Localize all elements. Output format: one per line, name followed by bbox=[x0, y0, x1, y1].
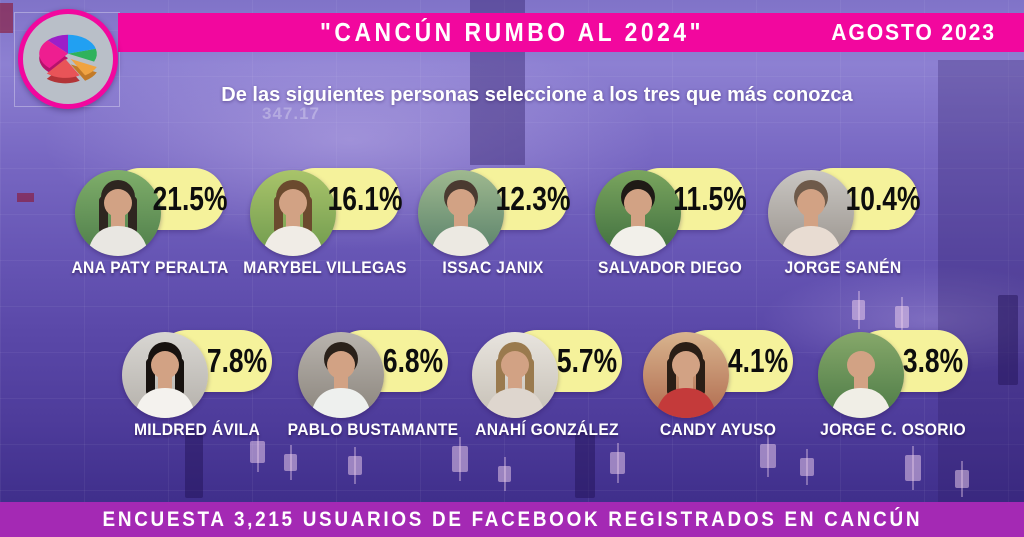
percentage-value: 21.5% bbox=[152, 180, 228, 217]
person-silhouette-icon bbox=[262, 180, 324, 256]
question-text: De las siguientes personas seleccione a … bbox=[221, 84, 853, 106]
person-photo-avatar bbox=[122, 332, 208, 418]
person-card: 10.4% JORGE SANÉN bbox=[768, 168, 921, 278]
person-silhouette-icon bbox=[134, 342, 196, 418]
candlestick-decoration bbox=[905, 446, 921, 490]
person-photo-avatar bbox=[643, 332, 729, 418]
bar-decoration bbox=[575, 430, 595, 498]
person-card: 7.8% MILDRED ÁVILA bbox=[122, 330, 272, 440]
background-column bbox=[938, 60, 1024, 537]
footer-banner: ENCUESTA 3,215 USUARIOS DE FACEBOOK REGI… bbox=[0, 502, 1024, 537]
person-name: MARYBEL VILLEGAS bbox=[243, 258, 407, 277]
pie-chart-logo bbox=[18, 9, 118, 109]
footer-text: ENCUESTA 3,215 USUARIOS DE FACEBOOK REGI… bbox=[102, 507, 922, 531]
person-card: 4.1% CANDY AYUSO bbox=[643, 330, 793, 440]
person-photo-avatar bbox=[418, 170, 504, 256]
person-silhouette-icon bbox=[830, 351, 892, 418]
person-card: 11.5% SALVADOR DIEGO bbox=[595, 168, 747, 278]
candlestick-decoration bbox=[348, 447, 362, 484]
person-photo-avatar bbox=[595, 170, 681, 256]
bar-decoration bbox=[185, 428, 203, 498]
page-title: "CANCÚN RUMBO AL 2024" bbox=[320, 17, 704, 47]
person-card: 12.3% ISSAC JANIX bbox=[418, 168, 571, 278]
candlestick-decoration bbox=[852, 291, 865, 329]
person-card: 3.8% JORGE C. OSORIO bbox=[818, 330, 968, 440]
percentage-value: 7.8% bbox=[206, 342, 268, 379]
candlestick-decoration bbox=[498, 457, 511, 491]
person-name: JORGE C. OSORIO bbox=[820, 420, 966, 439]
candlestick-decoration bbox=[250, 432, 265, 472]
person-silhouette-icon bbox=[655, 342, 717, 418]
person-photo-avatar bbox=[818, 332, 904, 418]
person-name: ANA PATY PERALTA bbox=[71, 258, 229, 277]
person-name: CANDY AYUSO bbox=[659, 420, 777, 439]
person-photo-avatar bbox=[472, 332, 558, 418]
candlestick-decoration bbox=[452, 437, 468, 481]
percentage-value: 16.1% bbox=[327, 180, 403, 217]
person-silhouette-icon bbox=[607, 180, 669, 256]
candlestick-decoration bbox=[760, 435, 776, 477]
pie-chart-icon bbox=[39, 34, 97, 84]
background-red-block bbox=[0, 3, 13, 33]
person-card: 5.7% ANAHÍ GONZÁLEZ bbox=[472, 330, 622, 440]
candlestick-decoration bbox=[610, 443, 625, 483]
person-silhouette-icon bbox=[310, 342, 372, 418]
person-silhouette-icon bbox=[430, 180, 492, 256]
person-silhouette-icon bbox=[484, 342, 546, 418]
candlestick-decoration bbox=[895, 297, 909, 337]
person-photo-avatar bbox=[75, 170, 161, 256]
person-photo-avatar bbox=[298, 332, 384, 418]
person-name: PABLO BUSTAMANTE bbox=[287, 420, 459, 439]
bar-decoration bbox=[998, 295, 1018, 385]
person-card: 21.5% ANA PATY PERALTA bbox=[71, 168, 228, 278]
person-card: 16.1% MARYBEL VILLEGAS bbox=[243, 168, 406, 278]
candlestick-decoration bbox=[955, 461, 969, 497]
person-photo-avatar bbox=[768, 170, 854, 256]
person-name: ANAHÍ GONZÁLEZ bbox=[475, 420, 619, 439]
background-ticker-number: 347.17 bbox=[262, 104, 320, 123]
date-label: AGOSTO 2023 bbox=[831, 19, 996, 45]
person-silhouette-icon bbox=[87, 180, 149, 256]
percentage-value: 12.3% bbox=[495, 180, 571, 217]
person-name: MILDRED ÁVILA bbox=[133, 420, 261, 439]
person-name: SALVADOR DIEGO bbox=[597, 258, 743, 277]
candlestick-decoration bbox=[284, 445, 297, 480]
percentage-value: 6.8% bbox=[382, 342, 444, 379]
person-silhouette-icon bbox=[780, 180, 842, 256]
percentage-value: 3.8% bbox=[902, 342, 964, 379]
person-photo-avatar bbox=[250, 170, 336, 256]
percentage-value: 11.5% bbox=[673, 180, 747, 217]
header-banner bbox=[118, 13, 1024, 52]
person-name: ISSAC JANIX bbox=[442, 258, 544, 277]
background-red-block bbox=[17, 193, 34, 202]
percentage-value: 4.1% bbox=[727, 342, 789, 379]
person-name: JORGE SANÉN bbox=[784, 258, 902, 277]
candlestick-decoration bbox=[800, 449, 814, 485]
person-card: 6.8% PABLO BUSTAMANTE bbox=[288, 330, 458, 440]
percentage-value: 5.7% bbox=[556, 342, 618, 379]
percentage-value: 10.4% bbox=[845, 180, 921, 217]
